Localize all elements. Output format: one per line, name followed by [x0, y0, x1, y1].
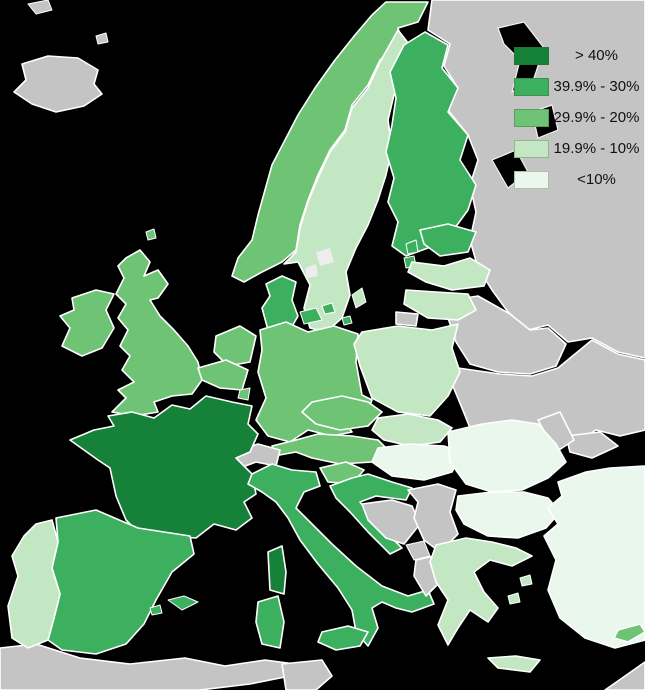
country-jan-mayen: [27, 0, 53, 15]
legend-swatch-cat1: [514, 47, 549, 65]
island-aegean-1: [519, 574, 533, 587]
country-lithuania: [403, 289, 477, 321]
island-mallorca: [167, 595, 199, 611]
island-gotland: [351, 287, 367, 309]
country-portugal: [7, 519, 61, 649]
country-belarus: [447, 295, 567, 375]
country-united-kingdom: [111, 249, 203, 417]
legend-row-2: 39.9% - 30%: [514, 78, 644, 96]
legend-label-cat1: > 40%: [575, 47, 618, 64]
country-denmark: [261, 275, 299, 331]
country-netherlands: [213, 325, 257, 367]
lake-vanern: [316, 248, 334, 266]
island-funen: [321, 302, 336, 315]
country-czech-republic: [301, 395, 383, 431]
country-faroe-islands: [95, 32, 109, 45]
legend-label-cat2: 39.9% - 30%: [553, 78, 640, 95]
island-aegean-2: [507, 592, 521, 605]
country-iceland: [13, 55, 103, 113]
country-cyprus: [613, 623, 645, 643]
legend-swatch-cat5: [514, 171, 549, 189]
legend-row-4: 19.9% - 10%: [514, 140, 644, 158]
country-poland: [353, 323, 461, 417]
country-ireland: [59, 289, 115, 357]
island-corsica: [267, 545, 287, 595]
legend-row-3: 29.9% - 20%: [514, 109, 644, 127]
legend-swatch-cat2: [514, 78, 549, 96]
country-crimea: [565, 431, 619, 459]
country-slovakia: [371, 413, 453, 447]
country-estonia: [419, 223, 477, 257]
country-italy: [247, 463, 435, 647]
legend-swatch-cat4: [514, 140, 549, 158]
landmass-tunisia: [281, 659, 333, 690]
lake-vattern: [305, 264, 318, 278]
legend-row-5: <10%: [514, 171, 644, 189]
island-ibiza: [149, 604, 163, 616]
island-saaremaa: [405, 239, 419, 255]
country-latvia: [407, 257, 491, 291]
legend-label-cat4: 19.9% - 10%: [553, 140, 640, 157]
island-sardinia: [255, 595, 285, 649]
country-greece: [429, 537, 533, 646]
country-romania: [447, 419, 567, 493]
legend-swatch-cat3: [514, 109, 549, 127]
country-kaliningrad: [395, 311, 419, 327]
country-turkey: [543, 465, 645, 649]
map-legend: > 40% 39.9% - 30% 29.9% - 20% 19.9% - 10…: [514, 47, 644, 202]
island-crete: [487, 655, 541, 673]
island-shetland: [145, 228, 157, 241]
landmass-middle-east: [604, 661, 645, 690]
legend-label-cat5: <10%: [577, 171, 616, 188]
country-bulgaria: [455, 491, 561, 539]
landmass-north-africa: [0, 643, 296, 690]
country-montenegro: [405, 540, 431, 561]
country-hungary: [371, 443, 463, 481]
island-zealand: [299, 307, 323, 325]
legend-row-1: > 40%: [514, 47, 644, 65]
country-luxembourg: [237, 387, 251, 401]
country-bosnia: [361, 499, 421, 545]
island-bornholm: [341, 315, 353, 326]
legend-label-cat3: 29.9% - 20%: [553, 109, 640, 126]
island-sicily: [317, 625, 369, 651]
